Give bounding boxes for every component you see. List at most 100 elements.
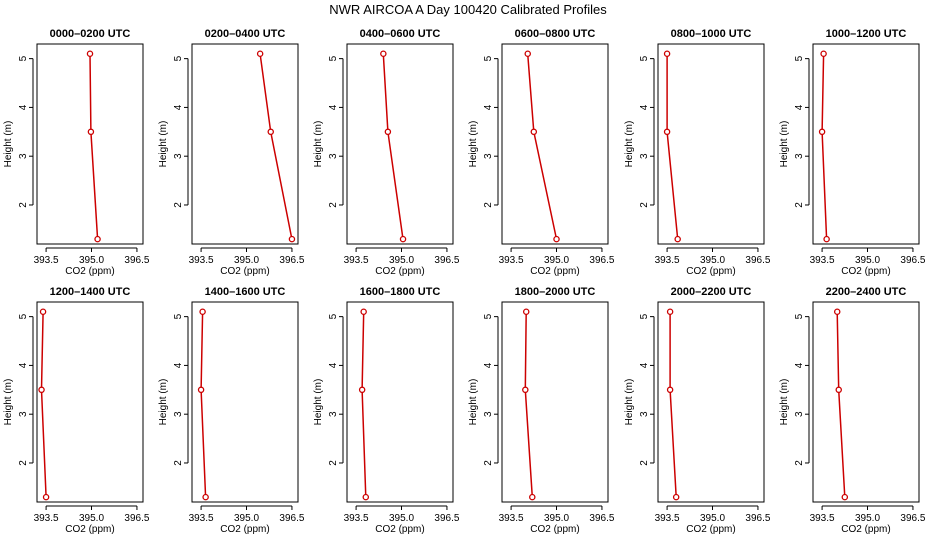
- y-tick-label: 4: [18, 362, 29, 368]
- y-tick-label: 2: [639, 460, 650, 466]
- x-axis-label: CO2 (ppm): [220, 266, 269, 277]
- y-tick-label: 5: [639, 55, 650, 61]
- profile-point: [823, 235, 830, 243]
- y-tick-label: 2: [794, 460, 805, 466]
- y-tick-label: 3: [483, 411, 494, 417]
- profile-point: [663, 128, 671, 136]
- y-tick-label: 3: [328, 153, 339, 159]
- plot-frame: [812, 43, 920, 245]
- profile-point: [553, 235, 560, 243]
- x-tick-label: 396.5: [900, 255, 925, 266]
- panel-5: 1000–1200 UTC 393.5 395.0 396.5 CO2 (ppm) 2 3 4…: [779, 28, 926, 277]
- y-tick-label: 2: [639, 202, 650, 208]
- y-tick-label: 5: [483, 313, 494, 319]
- panel-6: 1200–1400 UTC 393.5 395.0 396.5 CO2 (ppm) 2 3 4…: [3, 286, 150, 535]
- panel-title: 1600–1800 UTC: [360, 286, 441, 298]
- y-axis-label: Height (m): [158, 121, 169, 168]
- profile-point: [199, 308, 206, 316]
- x-tick-label: 396.5: [124, 255, 149, 266]
- panel-0: 0000–0200 UTC 393.5 395.0 396.5 CO2 (ppm) 2 3 4…: [3, 28, 150, 277]
- panel-11: 2200–2400 UTC 393.5 395.0 396.5 CO2 (ppm) 2 3 4…: [779, 286, 926, 535]
- panel-title: 1200–1400 UTC: [50, 286, 131, 298]
- x-tick-label: 393.5: [189, 513, 214, 524]
- panel-title: 1400–1600 UTC: [205, 286, 286, 298]
- y-tick-label: 5: [173, 55, 184, 61]
- y-tick-label: 5: [328, 313, 339, 319]
- y-tick-label: 3: [639, 411, 650, 417]
- profile-point: [38, 386, 45, 394]
- y-tick-label: 3: [794, 411, 805, 417]
- profile-point: [384, 128, 392, 136]
- y-tick-label: 3: [328, 411, 339, 417]
- y-axis-label: Height (m): [779, 121, 790, 168]
- x-axis-label: CO2 (ppm): [841, 524, 890, 535]
- y-axis-label: Height (m): [3, 379, 14, 426]
- x-tick-label: 395.0: [855, 513, 880, 524]
- y-tick-label: 4: [173, 104, 184, 110]
- plot-frame: [191, 43, 299, 245]
- y-tick-label: 2: [794, 202, 805, 208]
- figure-title: NWR AIRCOA A Day 100420 Calibrated Profi…: [329, 2, 607, 17]
- y-axis-label: Height (m): [313, 121, 324, 168]
- profile-point: [672, 493, 680, 501]
- x-tick-label: 393.5: [655, 255, 680, 266]
- x-axis-label: CO2 (ppm): [530, 524, 579, 535]
- x-tick-label: 395.0: [389, 255, 414, 266]
- profile-point: [362, 493, 370, 501]
- y-tick-label: 5: [18, 55, 29, 61]
- x-axis-label: CO2 (ppm): [65, 266, 114, 277]
- x-axis-label: CO2 (ppm): [530, 266, 579, 277]
- x-tick-label: 393.5: [655, 513, 680, 524]
- y-tick-label: 2: [18, 202, 29, 208]
- y-tick-label: 3: [483, 153, 494, 159]
- plot-frame: [501, 301, 609, 503]
- profile-point: [820, 50, 827, 58]
- profile-line: [524, 311, 534, 498]
- x-tick-label: 396.5: [589, 513, 614, 524]
- profile-point: [522, 308, 530, 316]
- panel-title: 2000–2200 UTC: [671, 286, 752, 298]
- profile-point: [360, 308, 367, 316]
- y-tick-label: 5: [639, 313, 650, 319]
- panel-9: 1800–2000 UTC 393.5 395.0 396.5 CO2 (ppm) 2 3 4…: [468, 286, 615, 535]
- y-tick-label: 4: [328, 104, 339, 110]
- panel-title: 0800–1000 UTC: [671, 28, 752, 40]
- panel-title: 0600–0800 UTC: [515, 28, 596, 40]
- profile-point: [86, 50, 94, 58]
- profile-point: [42, 493, 50, 501]
- y-tick-label: 2: [483, 202, 494, 208]
- panel-title: 0400–0600 UTC: [360, 28, 441, 40]
- plot-frame: [36, 301, 144, 503]
- x-tick-label: 395.0: [544, 513, 569, 524]
- x-tick-label: 396.5: [900, 513, 925, 524]
- x-tick-label: 393.5: [189, 255, 214, 266]
- x-axis-label: CO2 (ppm): [841, 266, 890, 277]
- profile-point: [835, 386, 842, 394]
- x-tick-label: 395.0: [544, 255, 569, 266]
- profile-line: [821, 53, 828, 240]
- panel-10: 2000–2200 UTC 393.5 395.0 396.5 CO2 (ppm) 2 3 4…: [624, 286, 771, 535]
- x-tick-label: 393.5: [344, 513, 369, 524]
- y-axis-label: Height (m): [624, 121, 635, 168]
- profile-point: [358, 386, 366, 394]
- y-axis-label: Height (m): [779, 379, 790, 426]
- y-tick-label: 5: [794, 55, 805, 61]
- plot-frame: [346, 301, 454, 503]
- profile-line: [89, 53, 99, 240]
- panel-3: 0600–0800 UTC 393.5 395.0 396.5 CO2 (ppm) 2 3 4…: [468, 28, 615, 277]
- x-tick-label: 396.5: [434, 255, 459, 266]
- plot-frame: [501, 43, 609, 245]
- profile-point: [267, 128, 274, 136]
- x-tick-label: 393.5: [344, 255, 369, 266]
- x-tick-label: 393.5: [499, 513, 524, 524]
- y-tick-label: 3: [173, 411, 184, 417]
- y-tick-label: 2: [173, 460, 184, 466]
- x-tick-label: 396.5: [124, 513, 149, 524]
- profile-point: [197, 386, 205, 394]
- y-tick-label: 3: [794, 153, 805, 159]
- y-axis-label: Height (m): [468, 121, 479, 168]
- profile-point: [833, 308, 841, 316]
- profile-point: [39, 308, 47, 316]
- profile-line: [836, 311, 846, 498]
- y-tick-label: 4: [639, 362, 650, 368]
